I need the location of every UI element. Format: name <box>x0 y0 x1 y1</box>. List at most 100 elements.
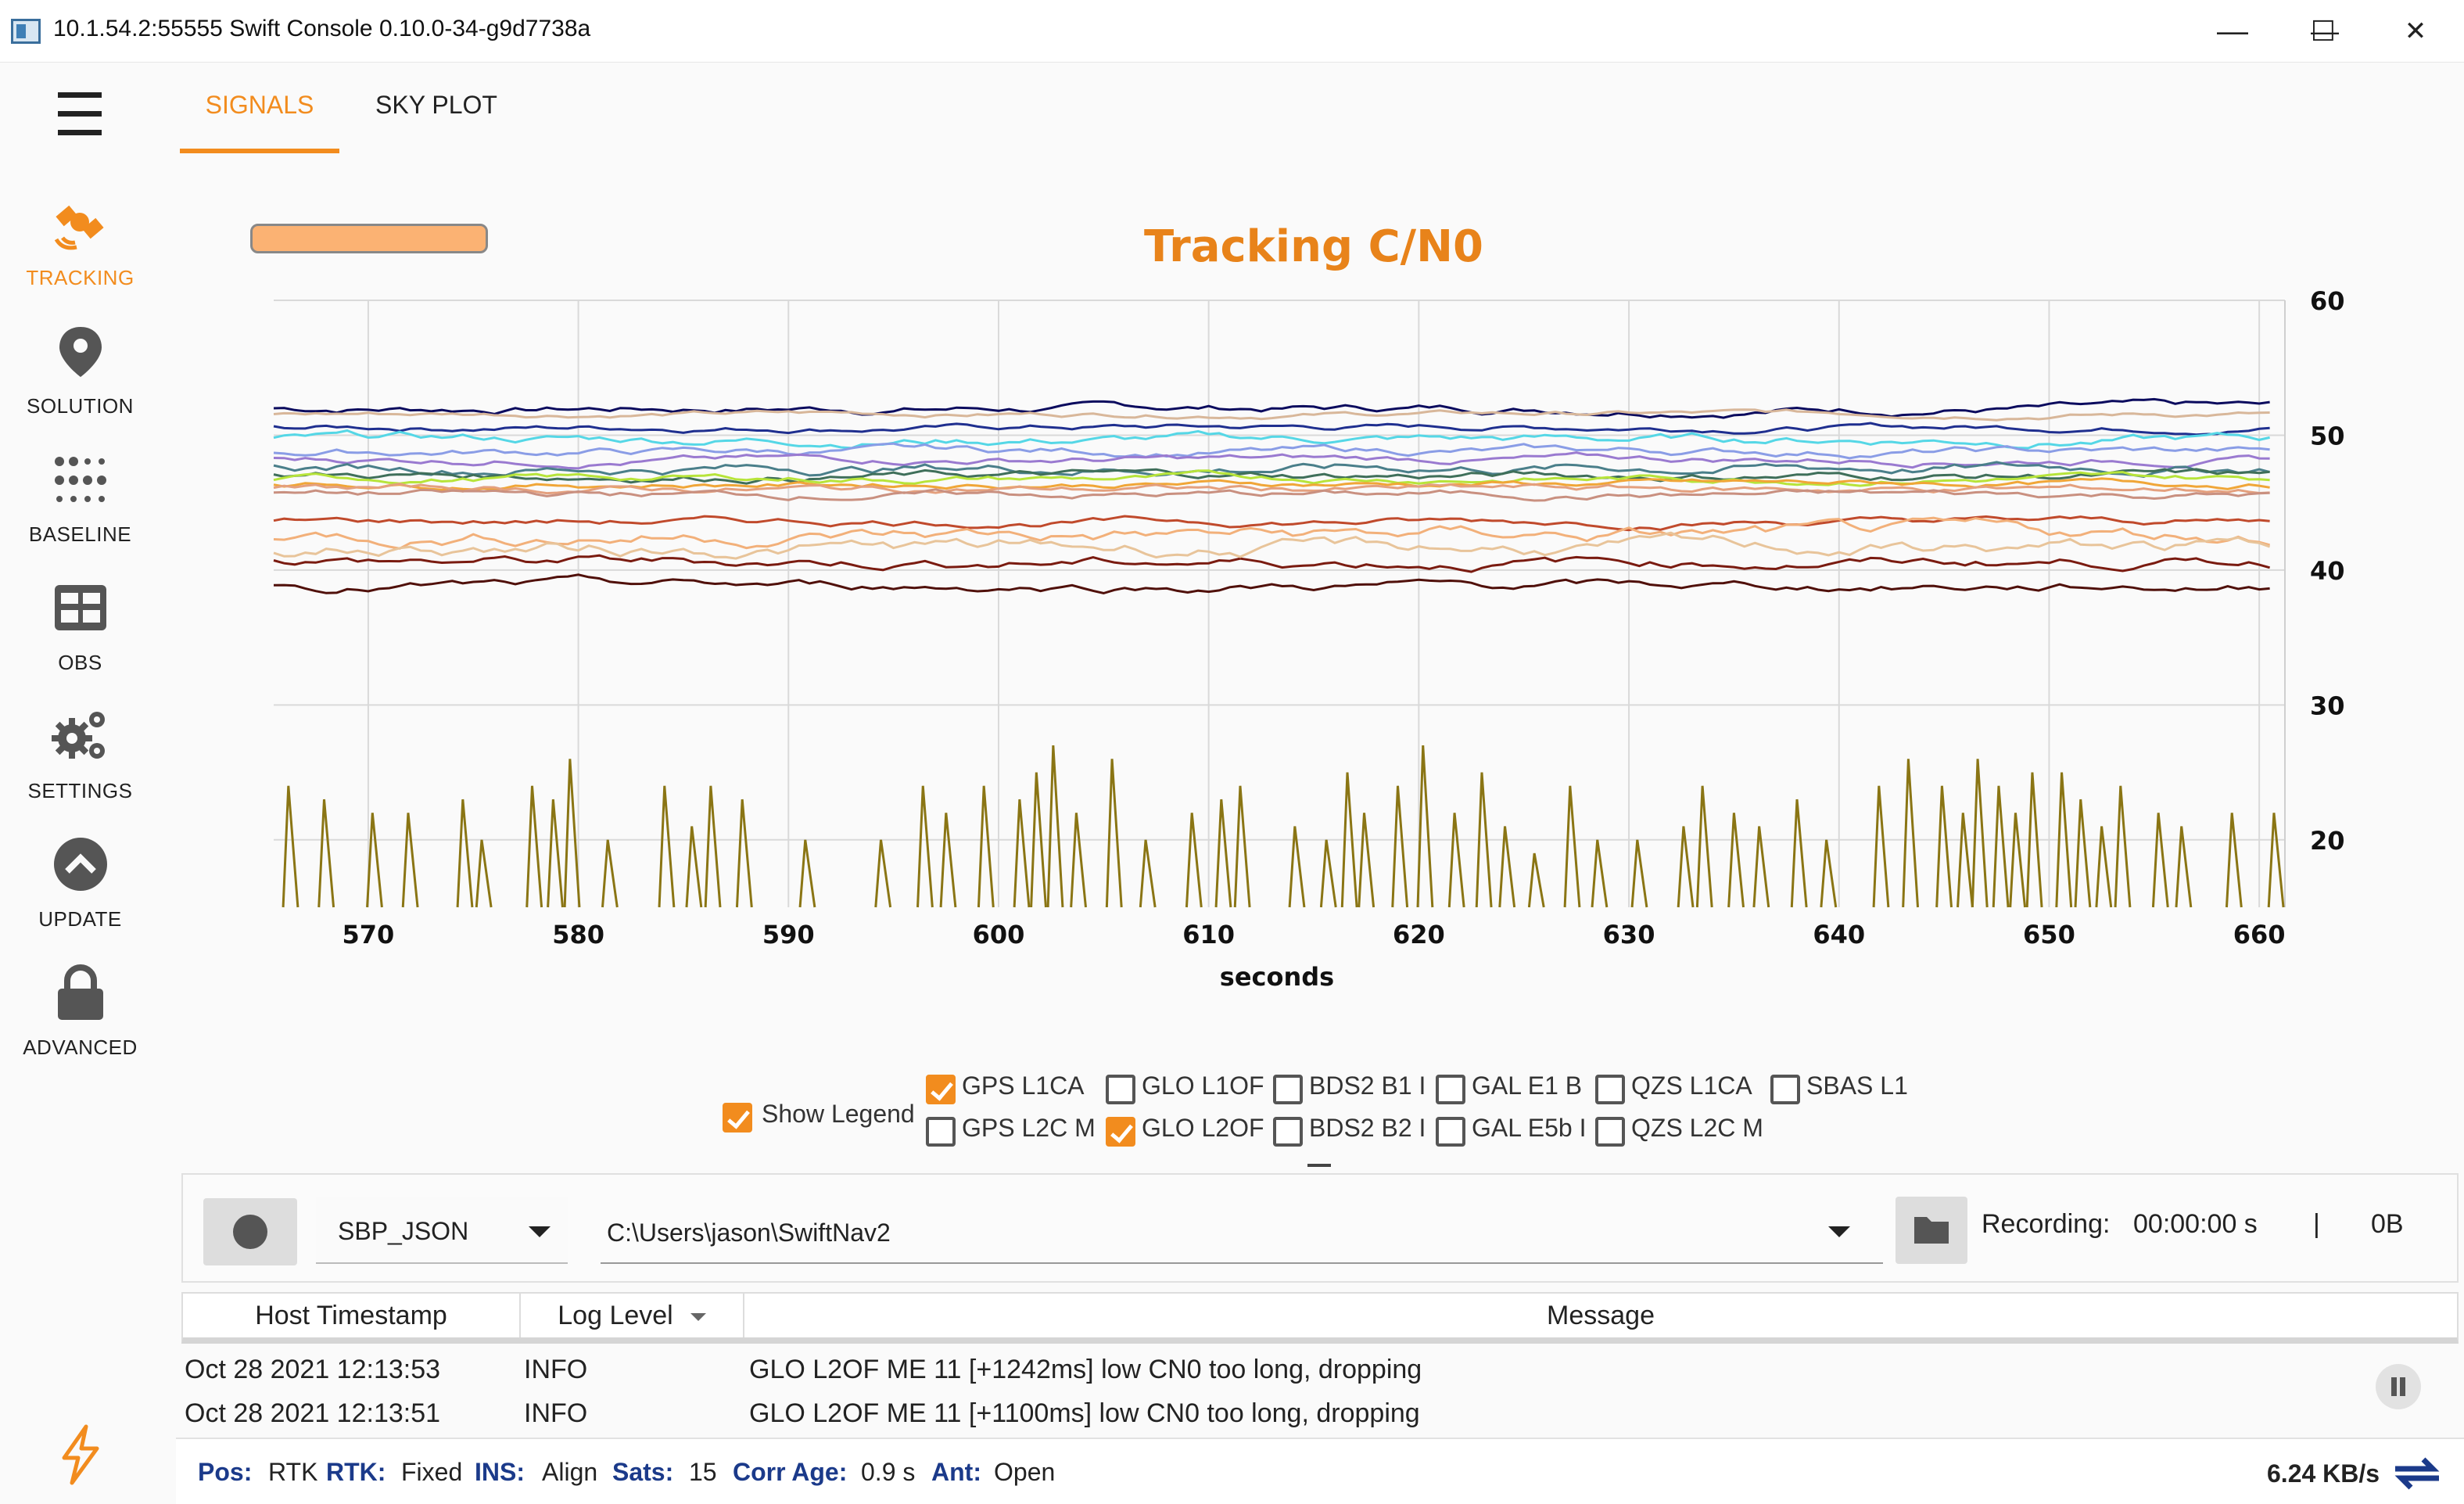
legend-label-bds2-b2-i: BDS2 B2 I <box>1309 1114 1426 1142</box>
spike-mark <box>1358 813 1375 908</box>
spike-mark <box>1214 799 1232 908</box>
legend-checkbox-bds2-b1-i[interactable] <box>1273 1075 1303 1104</box>
folder-icon <box>1914 1217 1949 1244</box>
ant-label: Ant: <box>931 1458 981 1486</box>
series-line <box>273 516 2270 550</box>
sidebar-item-advanced[interactable]: ADVANCED <box>0 964 160 1081</box>
spike-mark <box>2009 813 2027 908</box>
sidebar-item-obs[interactable]: OBS <box>0 579 160 696</box>
spike-mark <box>1475 772 1493 908</box>
spike-mark <box>456 799 474 908</box>
tab-signals[interactable]: SIGNALS <box>180 78 339 153</box>
spike-mark <box>1902 759 1920 908</box>
legend-label-qzs-l2c-m: QZS L2C M <box>1631 1114 1763 1142</box>
series-line <box>273 515 2270 532</box>
y-tick-label: 40 <box>2310 556 2345 586</box>
spike-mark <box>525 785 543 908</box>
sidebar-item-label: BASELINE <box>28 522 132 546</box>
spike-mark <box>1630 839 1648 908</box>
column-message[interactable]: Message <box>1547 1300 1655 1330</box>
column-log-level[interactable]: Log Level <box>521 1294 744 1337</box>
app-icon <box>11 19 41 44</box>
spike-mark <box>977 785 995 908</box>
legend-checkbox-qzs-l2c-m[interactable] <box>1595 1117 1625 1147</box>
x-tick-label: 610 <box>1182 920 1235 949</box>
table-row[interactable]: Oct 28 2021 12:13:53 INFO GLO L2OF ME 11… <box>181 1345 2371 1389</box>
log-table-header: Host Timestamp Log Level Message <box>181 1292 2459 1344</box>
log-table-body: Oct 28 2021 12:13:53 INFO GLO L2OF ME 11… <box>181 1345 2459 1431</box>
spike-mark <box>563 759 581 908</box>
table-row[interactable]: Oct 28 2021 12:13:51 INFO GLO L2OF ME 11… <box>181 1389 2371 1433</box>
sidebar-item-label: ADVANCED <box>23 1036 138 1059</box>
legend-checkbox-gal-e1-b[interactable] <box>1436 1075 1465 1104</box>
minimize-button-glyph[interactable]: — <box>2217 13 2248 48</box>
spike-mark <box>1992 785 2010 908</box>
recording-size: 0B <box>2371 1209 2404 1239</box>
tab-sky-plot[interactable]: SKY PLOT <box>375 91 497 119</box>
legend-checkbox-glo-l1of[interactable] <box>1106 1075 1135 1104</box>
column-host-timestamp[interactable]: Host Timestamp <box>183 1294 521 1337</box>
spike-mark <box>704 785 722 908</box>
format-select[interactable]: SBP_JSON <box>316 1197 568 1264</box>
log-path-value: C:\Users\jason\SwiftNav2 <box>607 1219 891 1247</box>
spike-mark <box>475 839 493 908</box>
close-button[interactable]: ✕ <box>2404 16 2427 46</box>
folder-button[interactable] <box>1896 1197 1967 1264</box>
legend-checkbox-gps-l2c-m[interactable] <box>926 1117 956 1147</box>
sidebar-item-baseline[interactable]: BASELINE <box>0 450 160 568</box>
series-line <box>273 573 2270 595</box>
log-path-input[interactable]: C:\Users\jason\SwiftNav2 <box>601 1197 1883 1264</box>
spike-mark <box>1013 799 1031 908</box>
range-slider-handle[interactable] <box>250 224 488 253</box>
y-tick-label: 20 <box>2310 826 2345 856</box>
y-axis-label: dB-Hz <box>2343 515 2346 598</box>
legend-drag-handle[interactable] <box>1307 1164 1331 1167</box>
sidebar-item-tracking[interactable]: TRACKING <box>0 194 160 311</box>
series-line <box>273 397 2270 419</box>
sidebar-item-label: UPDATE <box>38 907 122 931</box>
spike-mark <box>1971 759 1989 908</box>
sidebar-item-update[interactable]: UPDATE <box>0 835 160 953</box>
sidebar-item-solution[interactable]: SOLUTION <box>0 322 160 440</box>
spike-mark <box>1139 839 1157 908</box>
x-tick-label: 640 <box>1813 920 1865 949</box>
legend-checkbox-bds2-b2-i[interactable] <box>1273 1117 1303 1147</box>
chevron-down-icon[interactable] <box>690 1313 706 1321</box>
spike-mark <box>735 799 753 908</box>
series-line <box>273 442 2270 460</box>
pause-log-button[interactable] <box>2376 1364 2421 1409</box>
minimize-button[interactable]: — <box>2311 15 2339 47</box>
legend-checkbox-gps-l1ca[interactable] <box>926 1075 956 1104</box>
x-tick-label: 600 <box>973 920 1025 949</box>
signal-legend: Show Legend GPS L1CA GLO L1OF BDS2 B1 I GAL… <box>719 1071 1939 1158</box>
maximize-button[interactable]: ☐ <box>2310 15 2337 47</box>
x-tick-label: 620 <box>1393 920 1445 949</box>
show-legend-checkbox[interactable] <box>723 1103 752 1132</box>
spike-mark <box>1790 799 1808 908</box>
spike-mark <box>1105 759 1123 908</box>
hamburger-menu-icon[interactable] <box>55 92 105 136</box>
legend-checkbox-gal-e5b-i[interactable] <box>1436 1117 1465 1147</box>
spike-mark <box>2225 813 2243 908</box>
series-line <box>273 422 2270 436</box>
legend-checkbox-glo-l2of[interactable] <box>1106 1117 1135 1147</box>
log-timestamp: Oct 28 2021 12:13:51 <box>185 1398 441 1428</box>
legend-checkbox-sbas-l1[interactable] <box>1770 1075 1800 1104</box>
spike-mark <box>2267 813 2285 908</box>
status-bar: Pos: RTK RTK: Fixed INS: Align Sats: 15 … <box>176 1438 2464 1504</box>
throughput-value: 6.24 KB/s <box>2267 1459 2380 1488</box>
record-button[interactable] <box>203 1198 297 1265</box>
sync-arrows-icon <box>2394 1457 2440 1490</box>
sidebar-item-label: SOLUTION <box>27 394 134 418</box>
spike-mark <box>685 826 703 908</box>
spike-mark <box>317 799 335 908</box>
legend-label-gal-e5b-i: GAL E5b I <box>1472 1114 1587 1142</box>
legend-checkbox-qzs-l1ca[interactable] <box>1595 1075 1625 1104</box>
spike-mark <box>1447 813 1465 908</box>
sidebar-item-settings[interactable]: SETTINGS <box>0 707 160 824</box>
pos-value: RTK <box>268 1458 318 1486</box>
spike-mark <box>2151 813 2169 908</box>
log-message: GLO L2OF ME 11 [+1100ms] low CN0 too lon… <box>749 1398 1420 1428</box>
chevron-down-icon[interactable] <box>1828 1226 1850 1237</box>
table-icon <box>55 585 106 630</box>
